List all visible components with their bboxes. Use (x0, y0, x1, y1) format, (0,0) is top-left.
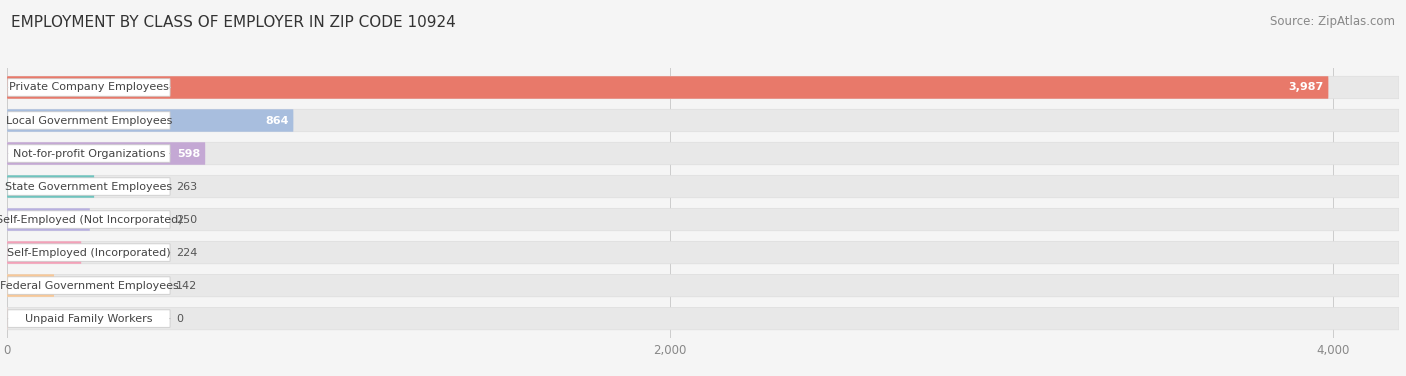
Text: Private Company Employees: Private Company Employees (8, 82, 169, 92)
Text: 224: 224 (176, 247, 197, 258)
Text: 263: 263 (176, 182, 197, 191)
Text: Self-Employed (Incorporated): Self-Employed (Incorporated) (7, 247, 170, 258)
FancyBboxPatch shape (7, 307, 1399, 330)
FancyBboxPatch shape (7, 241, 1399, 264)
FancyBboxPatch shape (7, 244, 170, 261)
Text: State Government Employees: State Government Employees (6, 182, 173, 191)
Text: Source: ZipAtlas.com: Source: ZipAtlas.com (1270, 15, 1395, 28)
FancyBboxPatch shape (7, 142, 205, 165)
FancyBboxPatch shape (7, 112, 170, 129)
FancyBboxPatch shape (7, 274, 53, 297)
Text: 598: 598 (177, 149, 200, 159)
Text: Local Government Employees: Local Government Employees (6, 115, 172, 126)
Text: 864: 864 (264, 115, 288, 126)
FancyBboxPatch shape (7, 76, 1329, 99)
FancyBboxPatch shape (7, 211, 170, 228)
Text: Federal Government Employees: Federal Government Employees (0, 280, 179, 291)
Text: Self-Employed (Not Incorporated): Self-Employed (Not Incorporated) (0, 215, 183, 224)
Text: Unpaid Family Workers: Unpaid Family Workers (25, 314, 153, 324)
Text: Not-for-profit Organizations: Not-for-profit Organizations (13, 149, 165, 159)
FancyBboxPatch shape (7, 145, 170, 162)
FancyBboxPatch shape (7, 109, 294, 132)
FancyBboxPatch shape (7, 277, 170, 294)
FancyBboxPatch shape (7, 79, 170, 96)
Text: 250: 250 (176, 215, 197, 224)
FancyBboxPatch shape (7, 76, 1399, 99)
FancyBboxPatch shape (7, 310, 170, 327)
Text: 3,987: 3,987 (1288, 82, 1323, 92)
Text: EMPLOYMENT BY CLASS OF EMPLOYER IN ZIP CODE 10924: EMPLOYMENT BY CLASS OF EMPLOYER IN ZIP C… (11, 15, 456, 30)
Text: 0: 0 (176, 314, 183, 324)
FancyBboxPatch shape (7, 109, 1399, 132)
FancyBboxPatch shape (7, 175, 1399, 198)
Text: 142: 142 (176, 280, 197, 291)
FancyBboxPatch shape (7, 208, 90, 231)
FancyBboxPatch shape (7, 274, 1399, 297)
FancyBboxPatch shape (7, 178, 170, 195)
FancyBboxPatch shape (7, 241, 82, 264)
FancyBboxPatch shape (7, 175, 94, 198)
FancyBboxPatch shape (7, 142, 1399, 165)
FancyBboxPatch shape (7, 208, 1399, 231)
